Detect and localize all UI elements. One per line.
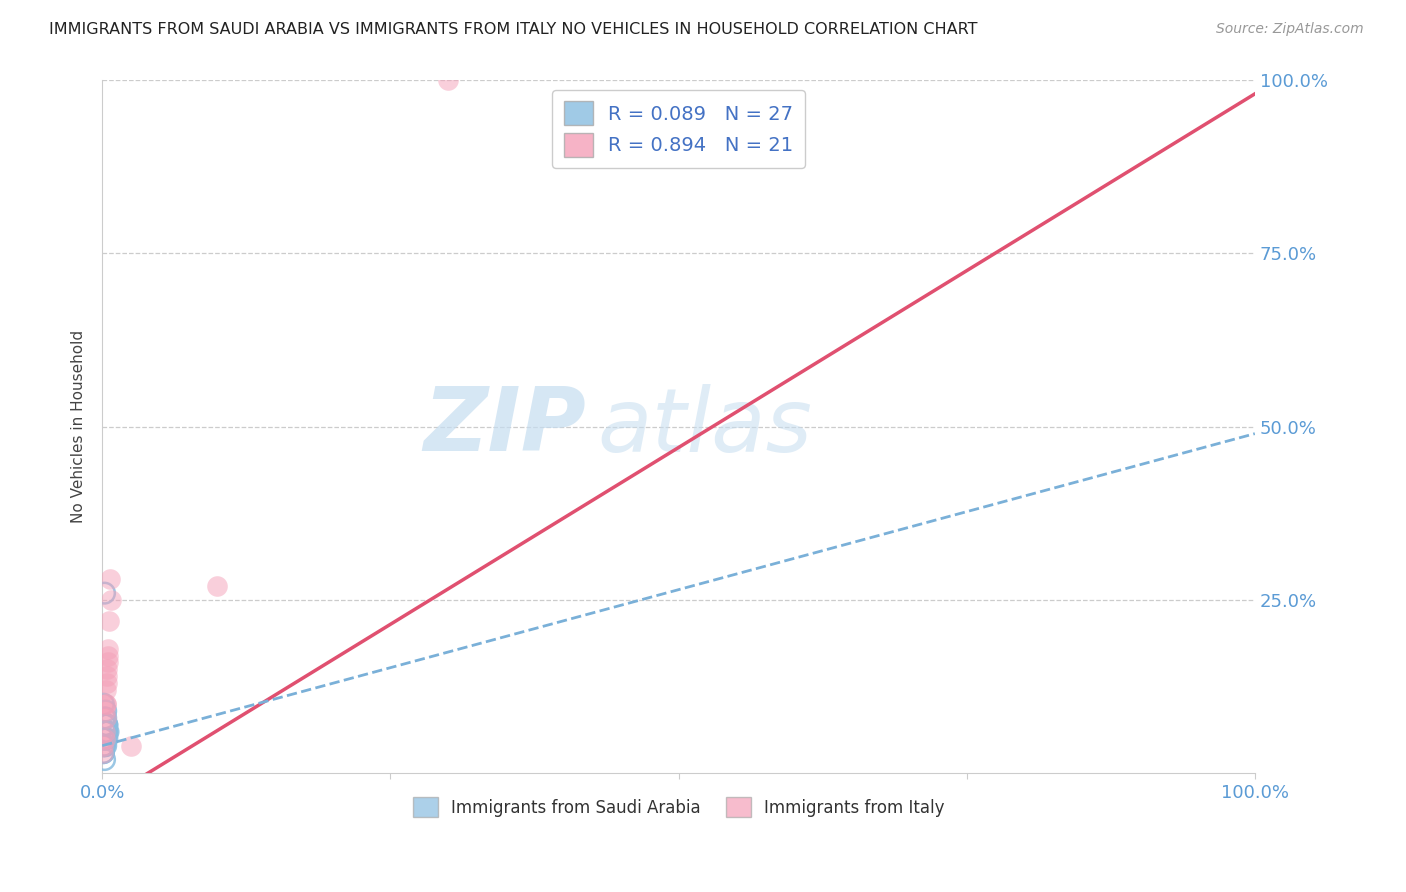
Point xyxy=(97,724,120,739)
Point xyxy=(94,731,117,746)
Point xyxy=(94,718,117,732)
Point xyxy=(96,676,118,690)
Point xyxy=(94,724,117,739)
Point xyxy=(93,746,115,760)
Point xyxy=(93,731,115,746)
Text: atlas: atlas xyxy=(598,384,813,470)
Point xyxy=(93,739,115,753)
Point xyxy=(96,662,118,676)
Point xyxy=(93,731,115,746)
Point xyxy=(93,697,115,711)
Point xyxy=(94,739,117,753)
Point xyxy=(93,731,115,746)
Point xyxy=(93,739,115,753)
Point xyxy=(96,718,118,732)
Y-axis label: No Vehicles in Household: No Vehicles in Household xyxy=(72,330,86,524)
Point xyxy=(93,724,115,739)
Point xyxy=(100,593,122,607)
Point xyxy=(96,731,118,746)
Point xyxy=(96,669,118,683)
Point xyxy=(93,724,115,739)
Point xyxy=(120,739,142,753)
Point xyxy=(93,739,115,753)
Point xyxy=(98,572,121,586)
Point xyxy=(94,711,117,725)
Point xyxy=(96,718,118,732)
Point xyxy=(94,697,117,711)
Point xyxy=(97,648,120,663)
Text: ZIP: ZIP xyxy=(423,384,586,470)
Point xyxy=(98,614,121,628)
Point xyxy=(437,73,460,87)
Point xyxy=(94,683,117,698)
Point xyxy=(93,731,115,746)
Text: IMMIGRANTS FROM SAUDI ARABIA VS IMMIGRANTS FROM ITALY NO VEHICLES IN HOUSEHOLD C: IMMIGRANTS FROM SAUDI ARABIA VS IMMIGRAN… xyxy=(49,22,977,37)
Text: Source: ZipAtlas.com: Source: ZipAtlas.com xyxy=(1216,22,1364,37)
Point xyxy=(94,704,117,718)
Point xyxy=(97,656,120,670)
Point xyxy=(93,731,115,746)
Point xyxy=(94,711,117,725)
Point xyxy=(94,697,117,711)
Point xyxy=(93,739,115,753)
Point xyxy=(97,641,120,656)
Point xyxy=(93,718,115,732)
Point xyxy=(94,724,117,739)
Point xyxy=(93,704,115,718)
Point xyxy=(93,586,115,600)
Point xyxy=(207,579,229,593)
Point xyxy=(93,711,115,725)
Point xyxy=(96,724,118,739)
Point xyxy=(93,746,115,760)
Point xyxy=(93,753,115,767)
Legend: Immigrants from Saudi Arabia, Immigrants from Italy: Immigrants from Saudi Arabia, Immigrants… xyxy=(406,790,950,824)
Point xyxy=(93,746,115,760)
